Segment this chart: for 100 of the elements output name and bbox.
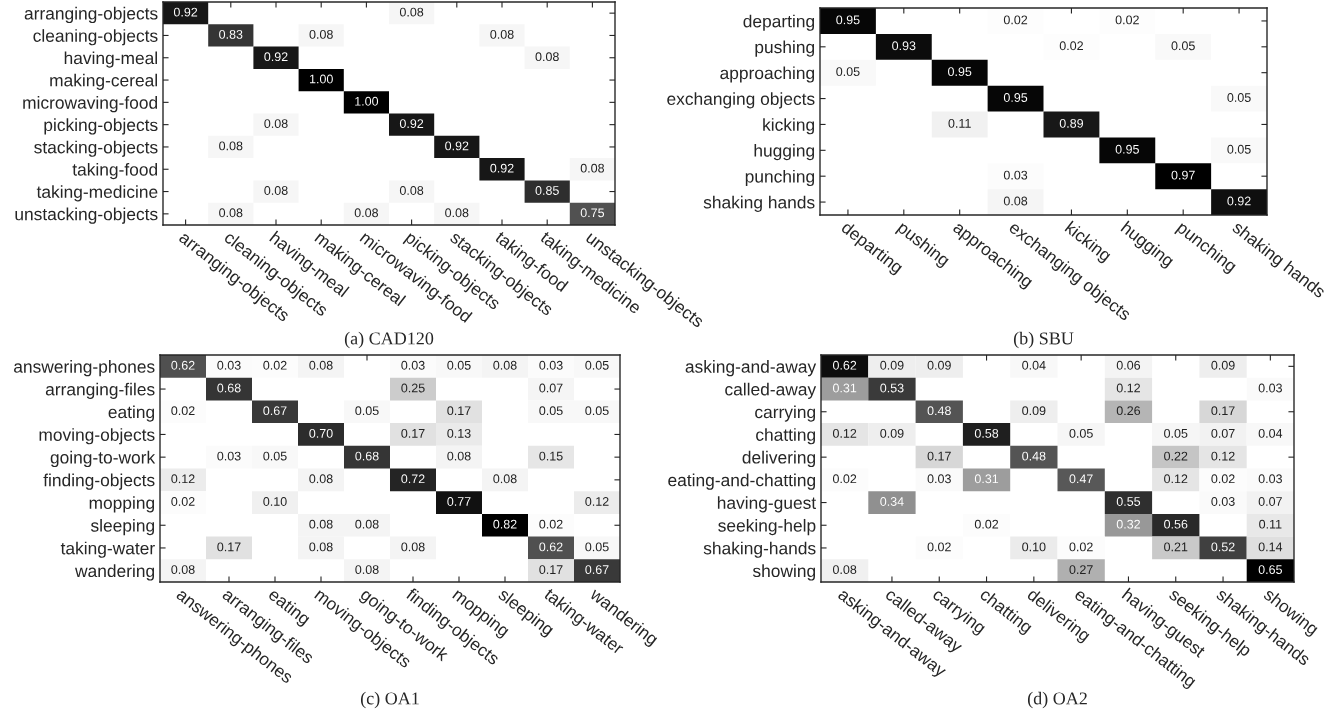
- data-label: 0.08: [309, 519, 333, 529]
- data-label: 0.08: [445, 208, 469, 218]
- y-tick-label: shaking hands: [703, 195, 815, 212]
- data-label: 0.89: [1059, 118, 1084, 128]
- data-label: 0.02: [171, 406, 195, 416]
- data-label: 0.15: [539, 451, 563, 461]
- data-label: 0.08: [264, 186, 288, 195]
- data-label: 0.05: [539, 406, 563, 416]
- data-label: 0.82: [493, 519, 517, 529]
- text: (a) CAD120: [344, 331, 434, 349]
- data-label: 0.03: [1211, 497, 1235, 506]
- data-label: 0.07: [1258, 497, 1282, 506]
- data-label: 0.52: [1211, 542, 1235, 552]
- y-tick-label: delivering: [742, 450, 816, 468]
- data-label: 0.92: [1227, 196, 1251, 206]
- data-label: 0.12: [1164, 474, 1188, 484]
- data-label: 0.02: [539, 519, 563, 529]
- data-label: 0.93: [892, 41, 916, 51]
- data-label: 0.67: [585, 565, 609, 575]
- data-label: 0.05: [836, 67, 860, 77]
- data-label: 0.08: [355, 519, 379, 529]
- data-label: 0.55: [1116, 497, 1141, 506]
- text: (c) OA1: [360, 691, 419, 709]
- data-label: 0.03: [217, 360, 241, 370]
- data-label: 0.10: [1022, 542, 1046, 552]
- y-tick-label: cleaning-objects: [33, 29, 158, 46]
- data-label: 0.92: [399, 119, 424, 129]
- y-tick-label: seeking-help: [718, 518, 816, 536]
- data-label: 0.85: [535, 186, 559, 195]
- data-label: 0.09: [1022, 406, 1046, 416]
- y-tick-label: chatting: [756, 428, 816, 445]
- y-tick-label: hugging: [754, 144, 815, 161]
- data-label: 0.92: [445, 141, 469, 151]
- data-label: 0.53: [880, 383, 904, 393]
- data-label: 0.62: [539, 542, 563, 552]
- data-label: 0.32: [1116, 519, 1140, 529]
- y-tick-label: eating-and-chatting: [668, 473, 816, 490]
- data-label: 0.04: [1022, 360, 1046, 370]
- data-label: 0.17: [927, 451, 951, 461]
- data-label: 0.17: [217, 542, 241, 552]
- y-tick-label: asking-and-away: [685, 360, 817, 377]
- data-label: 0.17: [539, 565, 563, 575]
- data-label: 0.34: [880, 497, 904, 506]
- data-label: 0.02: [263, 360, 287, 370]
- data-label: 0.02: [927, 542, 951, 552]
- data-label: 0.05: [355, 406, 379, 416]
- data-label: 0.02: [1059, 41, 1083, 51]
- data-label: 0.07: [539, 383, 563, 393]
- data-label: 0.02: [832, 474, 857, 484]
- data-label: 0.02: [1211, 474, 1235, 484]
- data-label: 0.03: [217, 451, 241, 461]
- data-label: 0.08: [447, 451, 471, 461]
- data-label: 0.75: [580, 208, 605, 218]
- y-tick-label: eating: [108, 405, 155, 422]
- data-label: 0.68: [355, 451, 379, 461]
- data-label: 0.08: [354, 208, 379, 218]
- data-label: 0.62: [832, 360, 857, 370]
- text: (b) SBU: [1013, 331, 1074, 349]
- data-label: 0.02: [974, 519, 999, 529]
- data-label: 0.05: [585, 542, 609, 552]
- data-label: 0.09: [880, 360, 904, 370]
- data-label: 0.95: [1003, 93, 1028, 102]
- data-label: 0.11: [948, 118, 971, 128]
- y-tick-label: pushing: [755, 40, 815, 57]
- data-label: 1.00: [355, 96, 379, 106]
- data-label: 0.06: [1116, 360, 1141, 370]
- data-label: 0.08: [401, 542, 425, 552]
- data-label: 0.31: [832, 383, 857, 393]
- data-label: 0.09: [1211, 360, 1235, 370]
- data-label: 0.05: [1069, 428, 1093, 438]
- text: (d) OA2: [1027, 691, 1087, 709]
- data-label: 0.92: [264, 52, 288, 62]
- data-label: 0.02: [1003, 15, 1028, 25]
- data-label: 0.09: [880, 428, 904, 438]
- y-tick-label: finding-objects: [43, 473, 155, 490]
- data-label: 0.22: [1164, 451, 1188, 461]
- data-label: 0.17: [1211, 406, 1235, 416]
- y-tick-label: shaking-hands: [703, 541, 816, 558]
- data-label: 0.10: [263, 497, 287, 506]
- data-label: 0.05: [447, 360, 471, 370]
- y-tick-label: punching: [745, 169, 815, 187]
- y-tick-label: making-cereal: [50, 73, 157, 90]
- y-tick-label: arranging-files: [45, 382, 155, 399]
- data-label: 0.56: [1164, 519, 1188, 529]
- data-label: 0.05: [585, 406, 609, 416]
- data-label: 0.17: [447, 406, 471, 416]
- y-tick-label: taking-food: [72, 162, 158, 180]
- y-tick-label: called-away: [725, 382, 817, 399]
- data-label: 0.03: [927, 474, 951, 484]
- data-label: 0.08: [309, 542, 333, 552]
- data-label: 0.08: [309, 29, 333, 39]
- y-tick-label: taking-medicine: [36, 185, 158, 202]
- y-tick-label: microwaving-food: [23, 96, 158, 113]
- data-label: 0.12: [585, 497, 609, 506]
- data-label: 0.14: [1258, 542, 1283, 552]
- y-tick-label: having-guest: [717, 496, 817, 513]
- data-label: 0.25: [401, 383, 425, 393]
- y-tick-label: answering-phones: [14, 360, 155, 377]
- y-tick-label: kicking: [763, 118, 815, 135]
- data-label: 0.70: [309, 428, 333, 438]
